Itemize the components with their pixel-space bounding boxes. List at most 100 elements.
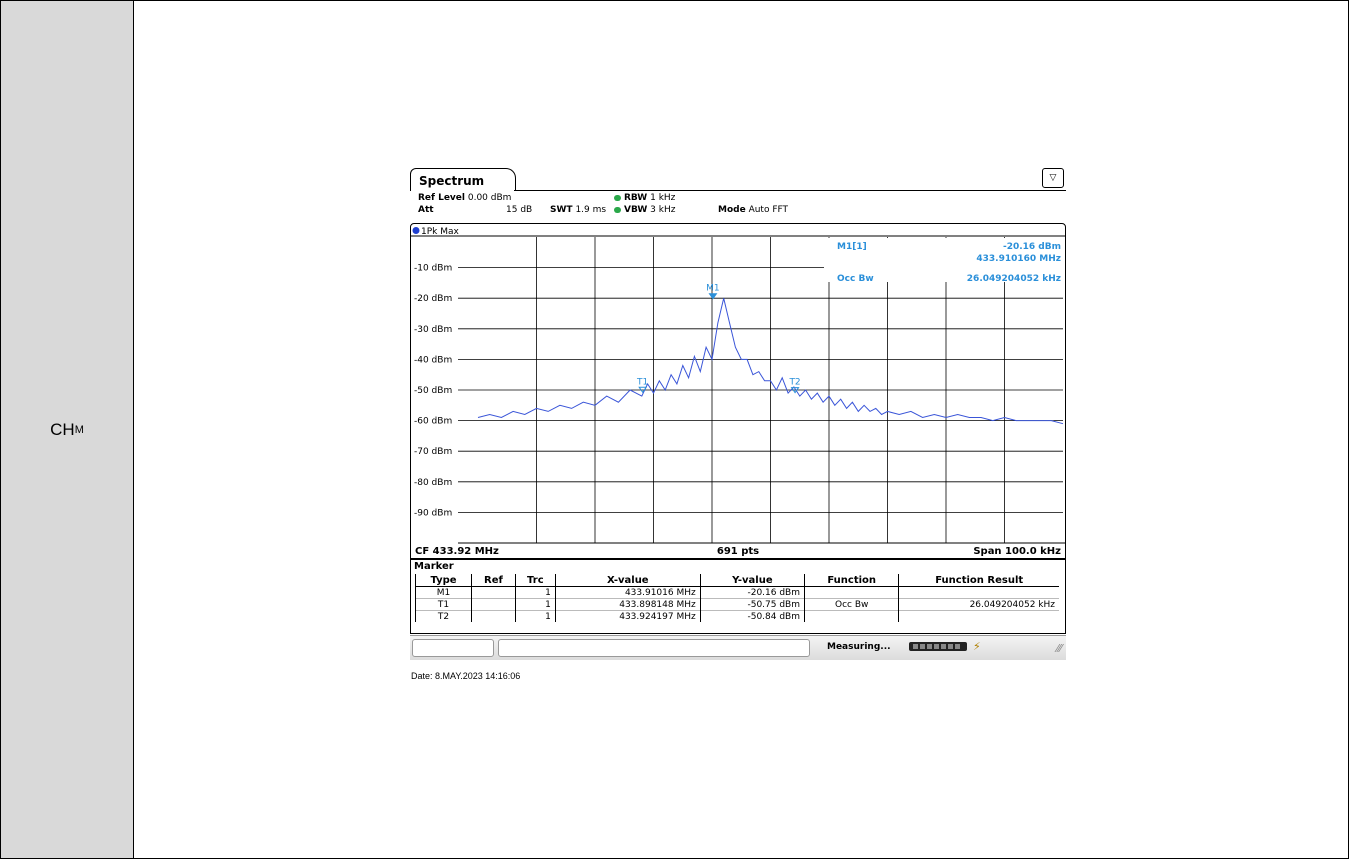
rbw-value: 1 kHz [650, 193, 676, 203]
rbw-label: RBW [624, 193, 648, 203]
progress-bar [909, 642, 967, 651]
y-tick-label: -50 dBm [414, 386, 452, 396]
vbw-coupled-icon [614, 206, 621, 213]
display-config-icon[interactable]: ▽ [1042, 168, 1064, 188]
att-label: Att [418, 205, 434, 215]
table-cell: 26.049204052 kHz [898, 598, 1059, 611]
spectrum-chart: 1Pk Max -10 dBm -20 dBm -30 dBm -40 dBm -50 d… [411, 227, 1065, 557]
y-tick-label: -10 dBm [414, 264, 452, 274]
status-field-left [412, 639, 494, 657]
vbw-value: 3 kHz [650, 205, 676, 215]
table-cell: 433.898148 MHz [554, 598, 701, 611]
table-cell: -20.16 dBm [699, 586, 805, 599]
channel-label: CH M [1, 1, 133, 858]
resize-grip-icon: ⁄⁄⁄ [1056, 642, 1062, 655]
rbw-row: RBW 1 kHz [614, 193, 675, 203]
marker-label: M1 [706, 284, 720, 294]
table-cell [803, 586, 899, 599]
swt-row: SWT 1.9 ms [550, 205, 606, 215]
marker-col-header: Trc [514, 574, 556, 587]
table-cell [471, 586, 516, 599]
table-cell: T1 [414, 598, 472, 611]
status-bar: Measuring... ⚡ ⁄⁄⁄ [410, 635, 1066, 660]
span-label: Span 100.0 kHz [973, 546, 1061, 557]
swt-value: 1.9 ms [575, 205, 607, 215]
table-row: M1 1 433.91016 MHz -20.16 dBm [414, 586, 1059, 599]
mode-label: Mode [718, 205, 746, 215]
table-cell [803, 610, 899, 622]
marker-col-header: Ref [471, 574, 516, 587]
y-tick-label: -80 dBm [414, 478, 452, 488]
spectrum-screenshot: Spectrum ▽ Ref Level 0.00 dBm Att 15 dB … [410, 166, 1066, 661]
table-cell [898, 610, 1059, 622]
marker-col-header: Function Result [898, 574, 1059, 587]
y-tick-label: -60 dBm [414, 417, 452, 427]
tab-title: Spectrum [419, 174, 485, 188]
y-tick-label: -90 dBm [414, 508, 452, 518]
tab-divider [514, 190, 1066, 191]
date-caption: Date: 8.MAY.2023 14:16:06 [411, 671, 521, 681]
mode-value: Auto FFT [748, 205, 789, 215]
table-cell [471, 610, 516, 622]
points-label: 691 pts [717, 546, 759, 557]
channel-label-main: CH [50, 419, 75, 439]
table-row: T1 1 433.898148 MHz -50.75 dBm Occ Bw 26.0492… [414, 598, 1059, 611]
ref-level-label: Ref Level [418, 193, 465, 203]
y-tick-label: -70 dBm [414, 447, 452, 457]
swt-label: SWT [550, 205, 573, 215]
table-cell: 433.924197 MHz [554, 610, 701, 622]
marker-label: T2 [788, 378, 800, 388]
y-tick-label: -40 dBm [414, 355, 452, 365]
vbw-label: VBW [624, 205, 648, 215]
table-cell: 1 [514, 598, 556, 611]
lxi-icon: ⚡ [973, 640, 981, 653]
table-cell: M1 [414, 586, 472, 599]
ref-level-row: Ref Level 0.00 dBm [418, 193, 511, 203]
spectrum-diagram[interactable]: 1Pk Max -10 dBm -20 dBm -30 dBm -40 dBm -50 d… [410, 223, 1066, 559]
marker-symbol [790, 387, 800, 394]
marker-readout-freq: 433.910160 MHz [976, 254, 1061, 264]
occ-bw-value: 26.049204052 kHz [967, 274, 1061, 284]
table-row: T2 1 433.924197 MHz -50.84 dBm [414, 610, 1059, 622]
marker-readout-level: -20.16 dBm [1003, 242, 1061, 252]
table-cell [471, 598, 516, 611]
marker-readout-name: M1[1] [837, 242, 867, 252]
measuring-status: Measuring... [827, 642, 891, 652]
table-cell [898, 586, 1059, 599]
channel-column: CH M [1, 1, 134, 858]
marker-col-header: X-value [554, 574, 701, 587]
y-tick-label: -20 dBm [414, 294, 452, 304]
trace-label: 1Pk Max [421, 227, 460, 237]
marker-symbol [638, 386, 648, 394]
vbw-row: VBW 3 kHz [614, 205, 675, 215]
table-cell: T2 [414, 610, 472, 622]
marker-table-panel: Marker Type Ref Trc X-value Y-value Function F… [410, 559, 1066, 634]
table-cell: 1 [514, 610, 556, 622]
rbw-coupled-icon [614, 194, 621, 201]
marker-label: T1 [636, 377, 648, 387]
y-tick-label: -30 dBm [414, 325, 452, 335]
occ-bw-label: Occ Bw [837, 274, 874, 284]
marker-col-header: Y-value [699, 574, 805, 587]
ref-level-value: 0.00 dBm [467, 193, 512, 203]
table-cell: -50.84 dBm [699, 610, 805, 622]
channel-label-sub: M [74, 423, 84, 436]
tab-spectrum[interactable]: Spectrum [410, 168, 516, 191]
marker-readout-bg [824, 238, 1064, 282]
table-cell: -50.75 dBm [699, 598, 805, 611]
table-cell: 1 [514, 586, 556, 599]
marker-col-header: Type [414, 574, 472, 587]
center-frequency-label: CF 433.92 MHz [415, 546, 499, 557]
trace-line [477, 298, 1064, 425]
table-cell: 433.91016 MHz [554, 586, 701, 599]
att-value: 15 dB [506, 205, 533, 215]
table-cell: Occ Bw [803, 598, 899, 611]
marker-col-header: Function [803, 574, 899, 587]
mode-row: Mode Auto FFT [718, 205, 788, 215]
trace-indicator-icon [412, 227, 420, 234]
status-field-message [498, 639, 810, 657]
marker-symbol [708, 293, 718, 300]
marker-table: Type Ref Trc X-value Y-value Function Function… [414, 574, 1059, 622]
marker-section-title: Marker [414, 561, 454, 572]
